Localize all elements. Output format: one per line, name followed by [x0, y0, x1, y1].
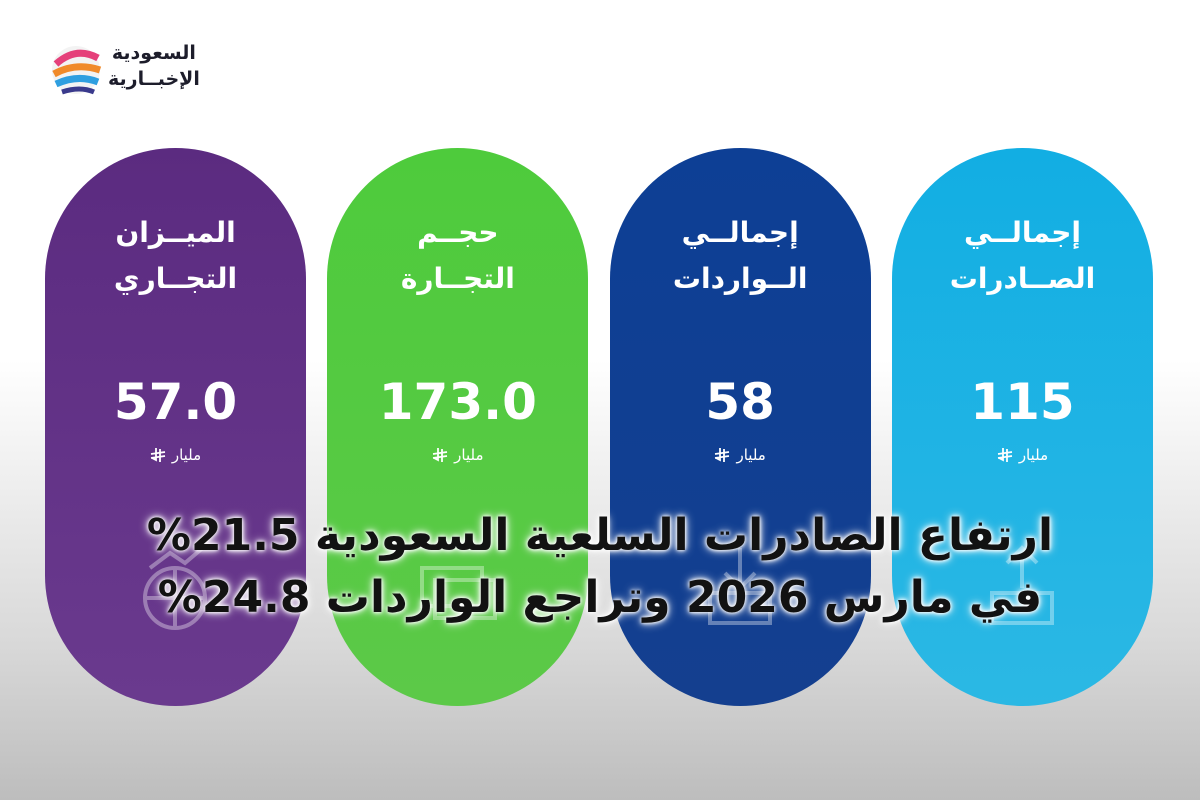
card-title-line: إجمالــي: [963, 216, 1081, 249]
card: إجمالــي الصــادرات 115 مليار: [891, 148, 1153, 706]
card-title: حجــم التجــارة: [327, 210, 588, 302]
logo-line: الإخبــارية: [108, 68, 200, 90]
card-unit: مليار: [610, 446, 871, 464]
card-title-line: إجمالــي: [681, 216, 799, 249]
headline-line: في مارس 2026 وتراجع الواردات 24.8%: [157, 572, 1043, 623]
card: حجــم التجــارة 173.0 مليار: [327, 148, 589, 706]
card: إجمالــي الــواردات 58 مليار: [609, 148, 871, 706]
card-icon: [143, 544, 207, 630]
card-title-line: الــواردات: [672, 262, 808, 295]
riyal-symbol: [997, 448, 1012, 462]
unit-text: مليار: [1018, 446, 1049, 464]
card-title-line: الصــادرات: [949, 262, 1096, 295]
headline-line: ارتفاع الصادرات السلعية السعودية 21.5%: [146, 510, 1054, 561]
card-unit: مليار: [892, 446, 1153, 464]
card-value: 115: [970, 373, 1075, 431]
cards: إجمالــي الصــادرات 115 مليار إجمالــي الــوا…: [45, 148, 1153, 706]
card-title-line: التجــارة: [400, 262, 515, 295]
logo-text: السعودية الإخبــارية: [108, 40, 200, 92]
logo-mark: [52, 46, 102, 95]
unit-text: مليار: [171, 446, 202, 464]
card-value: 58: [705, 373, 775, 431]
riyal-symbol: [150, 448, 165, 462]
card-icon: [420, 566, 498, 620]
card-unit: مليار: [327, 446, 588, 464]
card-title: إجمالــي الصــادرات: [892, 210, 1153, 302]
unit-text: مليار: [736, 446, 766, 464]
card-title-line: الميــزان: [115, 216, 236, 249]
card-icon: [707, 548, 772, 625]
card-icon: [989, 545, 1054, 625]
unit-text: مليار: [454, 446, 484, 464]
riyal-symbol: [433, 448, 448, 462]
card-title-line: التجــاري: [113, 262, 238, 295]
card-title: إجمالــي الــواردات: [610, 210, 871, 302]
card: الميــزان التجــاري 57.0 مليار: [45, 148, 306, 706]
card-value: 173.0: [378, 373, 537, 431]
card-unit: مليار: [45, 446, 306, 464]
card-title: الميــزان التجــاري: [45, 210, 306, 302]
riyal-symbol: [715, 448, 730, 462]
card-value: 57.0: [113, 373, 238, 431]
headline: ارتفاع الصادرات السلعية السعودية 21.5% ف…: [0, 505, 1200, 629]
logo-line: السعودية: [111, 42, 196, 64]
card-title-line: حجــم: [417, 216, 499, 249]
